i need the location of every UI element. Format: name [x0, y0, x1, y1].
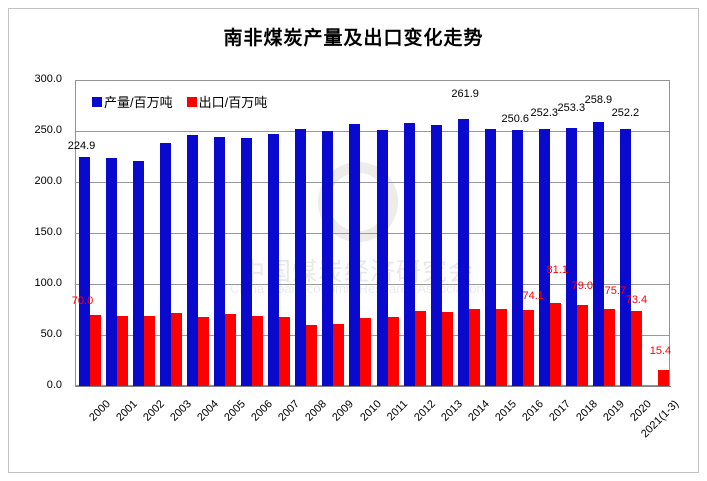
bar-export-2009 — [333, 324, 344, 386]
bar-production-2012 — [404, 123, 415, 386]
bar-production-2016 — [512, 130, 523, 386]
bar-export-2006 — [252, 316, 263, 386]
bar-production-2001 — [106, 158, 117, 386]
gridline — [76, 182, 669, 183]
bar-export-2017 — [550, 303, 561, 386]
data-label-export-2020: 73.4 — [625, 294, 648, 307]
bar-export-2013 — [442, 312, 453, 386]
data-label-production-2000: 224.9 — [67, 139, 96, 152]
data-label-production-2019: 258.9 — [584, 93, 613, 106]
data-label-export-2019: 75.7 — [604, 284, 627, 297]
bar-production-2017 — [539, 129, 550, 386]
bar-export-2001 — [117, 316, 128, 386]
y-axis-tick-label: 300.0 — [34, 73, 62, 85]
bar-production-2014 — [458, 119, 469, 386]
bar-production-2019 — [593, 122, 604, 386]
data-label-production-2018: 253.3 — [557, 101, 586, 114]
data-label-production-2014: 261.9 — [451, 87, 479, 100]
bar-production-2013 — [431, 125, 442, 386]
bar-export-2012 — [415, 311, 426, 386]
bar-production-2010 — [349, 124, 360, 386]
legend-item-export: 出口/百万吨 — [186, 92, 268, 111]
bar-export-2003 — [171, 313, 182, 386]
bar-export-2007 — [279, 317, 290, 386]
bar-export-2002 — [144, 316, 155, 386]
bar-production-2011 — [377, 130, 388, 386]
gridline — [76, 284, 669, 285]
gridline — [76, 233, 669, 234]
data-label-export-2000: 70.0 — [71, 294, 94, 307]
bar-production-2006 — [241, 138, 252, 386]
bar-production-2002 — [133, 161, 144, 386]
y-axis-tick-label: 100.0 — [34, 277, 62, 289]
legend-label-export: 出口/百万吨 — [198, 95, 268, 110]
bar-export-2019 — [604, 309, 615, 386]
bar-export-2005 — [225, 314, 236, 386]
chart-title: 南非煤炭产量及出口变化走势 — [223, 27, 484, 49]
data-label-export-2021(1-3): 15.4 — [649, 345, 672, 358]
x-axis-line — [75, 386, 671, 387]
y-axis-tick-label: 150.0 — [34, 226, 62, 238]
gridline — [76, 131, 669, 132]
bar-export-2011 — [388, 317, 399, 386]
bar-export-2000 — [90, 315, 101, 386]
plot-area — [75, 80, 670, 386]
bar-export-2014 — [469, 309, 480, 386]
bar-export-2010 — [360, 318, 371, 386]
y-axis-tick-label: 0.0 — [46, 379, 62, 391]
bar-production-2009 — [322, 131, 333, 386]
legend: 产量/百万吨 出口/百万吨 — [92, 92, 275, 111]
bar-production-2015 — [485, 129, 496, 386]
data-label-production-2020: 252.2 — [611, 106, 640, 119]
bar-export-2021(1-3) — [658, 370, 669, 386]
legend-swatch-production-icon — [92, 96, 102, 107]
gridline — [76, 335, 669, 336]
legend-swatch-export-icon — [186, 96, 197, 107]
legend-item-production: 产量/百万吨 — [92, 92, 173, 111]
bar-export-2015 — [496, 309, 507, 386]
bar-export-2020 — [631, 311, 642, 386]
y-axis-tick-label: 250.0 — [34, 124, 62, 136]
legend-label-production: 产量/百万吨 — [104, 95, 173, 110]
bar-export-2008 — [306, 325, 317, 386]
data-label-production-2016: 250.6 — [501, 113, 529, 126]
data-label-production-2017: 252.3 — [530, 106, 559, 119]
bar-production-2008 — [295, 129, 306, 386]
bar-production-2018 — [566, 128, 577, 386]
bar-production-2005 — [214, 137, 225, 386]
data-label-export-2018: 79.0 — [571, 280, 594, 293]
bar-export-2016 — [523, 310, 534, 386]
bar-production-2020 — [620, 129, 631, 386]
y-axis-tick-label: 200.0 — [34, 175, 62, 187]
bar-production-2000 — [79, 157, 90, 386]
bar-production-2003 — [160, 143, 171, 386]
bar-production-2007 — [268, 134, 279, 386]
bar-export-2004 — [198, 317, 209, 386]
data-label-export-2016: 74.1 — [522, 290, 544, 303]
y-axis-tick-label: 50.0 — [40, 328, 62, 340]
data-label-export-2017: 81.1 — [546, 264, 568, 277]
bar-production-2004 — [187, 135, 198, 386]
bar-export-2018 — [577, 305, 588, 386]
